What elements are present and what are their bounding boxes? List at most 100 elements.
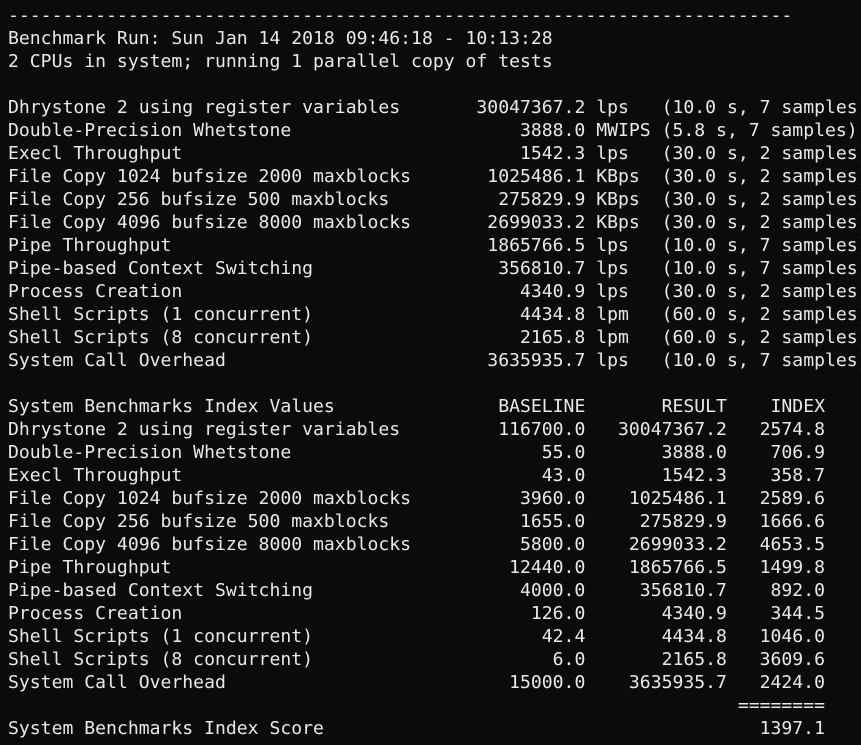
test-name: File Copy 4096 bufsize 8000 maxblocks (8, 212, 412, 233)
test-sample-note: (30.0 s, 2 samples) (661, 166, 861, 187)
baseline-value: 15000.0 (509, 672, 586, 693)
score-row: System Benchmarks Index Score 1397.1 (8, 717, 861, 740)
index-table-header: System Benchmarks Index Values BASELINE RE… (8, 395, 861, 418)
test-name: Process Creation (8, 281, 183, 302)
test-value: 275829.9 (498, 189, 586, 210)
index-value: 1499.8 (759, 557, 825, 578)
test-name: File Copy 256 bufsize 500 maxblocks (8, 189, 390, 210)
baseline-value: 126.0 (530, 603, 586, 624)
test-value: 4434.8 (519, 304, 586, 325)
test-unit: lpm (596, 304, 629, 325)
score-divider: ======== (737, 695, 825, 716)
test-sample-note: (60.0 s, 2 samples) (661, 327, 861, 348)
result-value: 1025486.1 (628, 488, 727, 509)
result-row: File Copy 1024 bufsize 2000 maxblocks 102… (8, 165, 861, 188)
test-value: 1865766.5 (487, 235, 586, 256)
result-row: Dhrystone 2 using register variables 3004… (8, 96, 861, 119)
test-sample-note: (5.8 s, 7 samples) (661, 120, 858, 141)
result-value: 30047367.2 (618, 419, 727, 440)
test-value: 1025486.1 (487, 166, 586, 187)
test-value: 2165.8 (519, 327, 586, 348)
test-unit: KBps (596, 189, 640, 210)
index-value: 2574.8 (759, 419, 825, 440)
baseline-value: 116700.0 (498, 419, 586, 440)
test-unit: lps (596, 235, 629, 256)
result-row: Process Creation 4340.9 lps (30.0 s, 2 samp… (8, 280, 861, 303)
index-row: Dhrystone 2 using register variables 1167… (8, 418, 861, 441)
index-value: 706.9 (770, 442, 825, 463)
index-row: Shell Scripts (8 concurrent) 6.0 2165.8 360… (8, 648, 861, 671)
baseline-value: 42.4 (541, 626, 586, 647)
test-name: System Call Overhead (8, 672, 226, 693)
index-row: Double-Precision Whetstone 55.0 3888.0 706.… (8, 441, 861, 464)
baseline-value: 5800.0 (519, 534, 586, 555)
baseline-value: 4000.0 (519, 580, 586, 601)
index-row: File Copy 256 bufsize 500 maxblocks 1655.… (8, 510, 861, 533)
result-row: System Call Overhead 3635935.7 lps (10.0 s,… (8, 349, 861, 372)
test-unit: lpm (596, 327, 629, 348)
test-name: Shell Scripts (1 concurrent) (8, 626, 314, 647)
baseline-value: 12440.0 (509, 557, 586, 578)
baseline-value: 1655.0 (519, 511, 586, 532)
result-row: Shell Scripts (1 concurrent) 4434.8 lpm (60… (8, 303, 861, 326)
test-value: 2699033.2 (487, 212, 586, 233)
baseline-value: 6.0 (552, 649, 586, 670)
test-name: File Copy 1024 bufsize 2000 maxblocks (8, 166, 412, 187)
index-table-title: System Benchmarks Index Values (8, 396, 335, 417)
score-divider-line: ======== (8, 694, 861, 717)
score-value: 1397.1 (759, 718, 825, 739)
blank-line (8, 73, 861, 96)
test-unit: lps (596, 143, 629, 164)
index-row: Pipe Throughput 12440.0 1865766.5 1499.8 (8, 556, 861, 579)
test-name: Pipe-based Context Switching (8, 580, 314, 601)
result-value: 1542.3 (661, 465, 727, 486)
test-value: 3635935.7 (487, 350, 586, 371)
index-row: Execl Throughput 43.0 1542.3 358.7 (8, 464, 861, 487)
test-value: 3888.0 (519, 120, 586, 141)
result-row: Double-Precision Whetstone 3888.0 MWIPS (5.… (8, 119, 861, 142)
column-header-result: RESULT (661, 396, 727, 417)
index-value: 892.0 (770, 580, 825, 601)
test-unit: KBps (596, 166, 640, 187)
result-row: File Copy 256 bufsize 500 maxblocks 27582… (8, 188, 861, 211)
index-value: 4653.5 (759, 534, 825, 555)
test-unit: lps (596, 258, 629, 279)
index-row: File Copy 4096 bufsize 8000 maxblocks 580… (8, 533, 861, 556)
test-value: 1542.3 (519, 143, 586, 164)
result-value: 2699033.2 (628, 534, 727, 555)
test-name: Pipe-based Context Switching (8, 258, 314, 279)
test-name: File Copy 1024 bufsize 2000 maxblocks (8, 488, 412, 509)
test-sample-note: (60.0 s, 2 samples) (661, 304, 861, 325)
result-row: Pipe-based Context Switching 356810.7 lps (… (8, 257, 861, 280)
test-name: System Call Overhead (8, 350, 226, 371)
result-value: 4340.9 (661, 603, 727, 624)
test-sample-note: (10.0 s, 7 samples) (661, 258, 861, 279)
result-value: 4434.8 (661, 626, 727, 647)
index-value: 344.5 (770, 603, 825, 624)
test-name: Shell Scripts (8 concurrent) (8, 327, 314, 348)
test-value: 4340.9 (519, 281, 586, 302)
test-name: Shell Scripts (8 concurrent) (8, 649, 314, 670)
separator-line: ----------------------------------------… (8, 5, 793, 26)
index-row: Shell Scripts (1 concurrent) 42.4 4434.8 10… (8, 625, 861, 648)
index-value: 3609.6 (759, 649, 825, 670)
result-value: 3888.0 (661, 442, 727, 463)
column-header-baseline: BASELINE (498, 396, 586, 417)
index-value: 2589.6 (759, 488, 825, 509)
test-sample-note: (30.0 s, 2 samples) (661, 281, 861, 302)
test-sample-note: (30.0 s, 2 samples) (661, 212, 861, 233)
test-name: Execl Throughput (8, 143, 183, 164)
result-value: 1865766.5 (628, 557, 727, 578)
test-unit: KBps (596, 212, 640, 233)
test-name: Pipe Throughput (8, 235, 172, 256)
test-name: Shell Scripts (1 concurrent) (8, 304, 314, 325)
test-unit: lps (596, 97, 629, 118)
score-label: System Benchmarks Index Score (8, 718, 324, 739)
index-value: 1046.0 (759, 626, 825, 647)
test-name: Dhrystone 2 using register variables (8, 419, 401, 440)
index-value: 1666.6 (759, 511, 825, 532)
baseline-value: 43.0 (541, 465, 586, 486)
baseline-value: 3960.0 (519, 488, 586, 509)
result-value: 3635935.7 (628, 672, 727, 693)
